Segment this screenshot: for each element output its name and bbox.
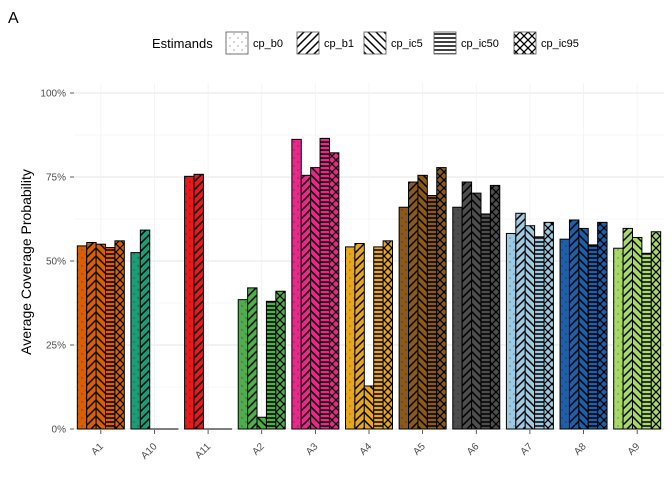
- bar-A9-cp_ic50: [641, 252, 652, 430]
- panel-label: A: [8, 10, 19, 27]
- bar-A9-cp_b0: [613, 247, 624, 430]
- bar-A7-cp_ic95: [543, 221, 554, 430]
- bar-A3-cp_ic5: [310, 167, 321, 430]
- bar-A2-cp_ic50: [265, 300, 277, 430]
- bar-A2-cp_ic95: [275, 290, 286, 430]
- y-tick-label: 75%: [46, 173, 66, 184]
- legend-swatch: [433, 31, 457, 55]
- legend-swatch: [225, 31, 249, 55]
- legend-label: cp_b0: [253, 38, 283, 50]
- bar-A4-cp_b0: [345, 246, 356, 430]
- x-tick-label: A4: [358, 441, 375, 458]
- x-tick-label: A3: [304, 441, 321, 458]
- x-tick-label: A1: [90, 441, 107, 458]
- legend-label: cp_ic50: [461, 38, 499, 50]
- bar-A9-cp_ic5: [631, 236, 643, 430]
- bar-A1-cp_ic5: [95, 243, 107, 430]
- bar-A11-cp_b0: [184, 175, 195, 430]
- bar-A7-cp_b1: [515, 212, 526, 430]
- bar-A1-cp_b0: [76, 245, 88, 430]
- legend-item-cp_ic95: cp_ic95: [513, 31, 579, 55]
- bar-A3-cp_ic50: [319, 137, 330, 430]
- legend-swatch: [363, 31, 387, 55]
- bar-A8-cp_ic5: [578, 227, 589, 430]
- bar-A1-cp_ic50: [105, 247, 116, 430]
- bar-A8-cp_b0: [559, 238, 570, 430]
- bar-A8-cp_b1: [568, 219, 580, 430]
- bar-A4-cp_ic50: [373, 246, 384, 430]
- bar-A8-cp_ic95: [597, 221, 608, 430]
- legend-label: cp_ic5: [391, 38, 423, 50]
- legend-swatch: [513, 31, 537, 55]
- bar-A10-cp_b0: [130, 252, 141, 430]
- bar-A9-cp_ic95: [650, 231, 662, 430]
- bar-A9-cp_b1: [622, 227, 633, 430]
- legend-title: Estimands: [152, 36, 213, 51]
- legend-swatch: [296, 31, 320, 55]
- bars: [76, 137, 662, 430]
- x-tick-label: A6: [465, 441, 482, 458]
- bar-A7-cp_ic5: [524, 225, 536, 430]
- legend-item-cp_ic5: cp_ic5: [363, 31, 423, 55]
- legend-item-cp_b0: cp_b0: [225, 31, 283, 55]
- bar-A3-cp_b1: [300, 174, 312, 430]
- bar-A4-cp_b1: [354, 243, 365, 430]
- bar-A5-cp_b0: [398, 206, 410, 430]
- legend: Estimands cp_b0 cp_b1 cp_ic5 cp_ic50 cp_ic95: [152, 31, 579, 55]
- bar-A5-cp_b1: [408, 181, 419, 430]
- bar-A5-cp_ic95: [436, 167, 447, 430]
- bar-A5-cp_ic50: [426, 194, 438, 430]
- bar-A7-cp_ic50: [534, 236, 545, 430]
- bar-A10-cp_b1: [139, 229, 151, 430]
- bar-A6-cp_ic95: [489, 184, 501, 430]
- legend-item-cp_b1: cp_b1: [296, 31, 354, 55]
- y-tick-label: 0%: [52, 425, 67, 436]
- legend-item-cp_ic50: cp_ic50: [433, 31, 499, 55]
- bar-A1-cp_b1: [86, 242, 97, 430]
- bar-A5-cp_ic5: [417, 174, 428, 430]
- bar-A3-cp_b0: [291, 138, 302, 430]
- bar-A1-cp_ic95: [114, 240, 125, 430]
- x-tick-label: A11: [193, 441, 213, 461]
- y-tick-label: 100%: [40, 89, 66, 100]
- y-tick-label: 50%: [46, 257, 66, 268]
- bar-A4-cp_ic95: [382, 240, 394, 430]
- bar-A6-cp_ic50: [480, 213, 491, 430]
- bar-A11-cp_b1: [193, 173, 204, 430]
- bar-A6-cp_ic5: [471, 192, 482, 430]
- x-tick-label: A5: [411, 441, 428, 458]
- bar-A6-cp_b0: [452, 206, 463, 430]
- x-tick-label: A2: [250, 441, 267, 458]
- x-tick-label: A10: [139, 441, 160, 462]
- bar-A2-cp_b0: [237, 299, 249, 430]
- bar-A3-cp_ic95: [328, 152, 340, 430]
- bar-A4-cp_ic5: [363, 385, 375, 430]
- y-tick-label: 25%: [46, 341, 66, 352]
- y-axis-title: Average Coverage Probability: [18, 169, 34, 355]
- x-tick-label: A9: [626, 441, 643, 458]
- x-tick-label: A7: [519, 441, 536, 458]
- x-tick-label: A8: [572, 441, 589, 458]
- bar-A7-cp_b0: [505, 232, 517, 430]
- bar-A2-cp_ic5: [256, 416, 267, 430]
- bar-A6-cp_b1: [461, 181, 473, 430]
- legend-label: cp_b1: [324, 38, 354, 50]
- legend-label: cp_ic95: [541, 38, 579, 50]
- bar-A8-cp_ic50: [587, 244, 599, 430]
- bar-A2-cp_b1: [247, 287, 258, 430]
